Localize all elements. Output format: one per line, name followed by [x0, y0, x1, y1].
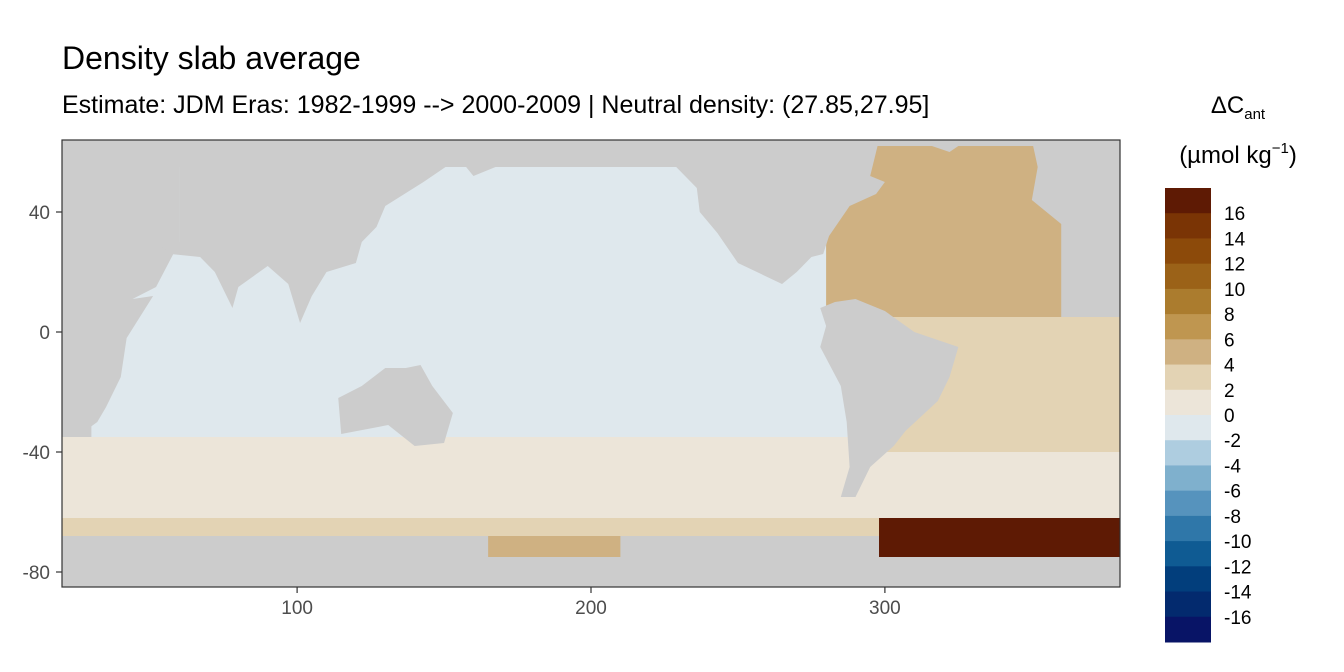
legend-label: 16 [1224, 204, 1245, 225]
legend-label: 0 [1224, 406, 1235, 427]
legend-bin [1165, 566, 1211, 593]
y-tick-label: 0 [39, 323, 50, 344]
legend-label: 6 [1224, 330, 1235, 351]
legend-label: -16 [1224, 608, 1251, 629]
x-tick-label: 100 [281, 598, 313, 619]
legend-bin [1165, 238, 1211, 265]
data-field [62, 146, 1120, 587]
legend-unit-suffix: ) [1289, 142, 1297, 169]
legend-bins [1165, 188, 1211, 643]
x-tick-label: 300 [869, 598, 901, 619]
legend-title-subscript: ant [1244, 106, 1266, 123]
legend-bin [1165, 364, 1211, 391]
legend-unit-prefix: (µmol kg [1179, 142, 1272, 169]
legend-bin [1165, 616, 1211, 643]
legend-bin [1165, 515, 1211, 542]
legend-bin [1165, 389, 1211, 416]
land-antarctica [62, 557, 1120, 587]
land-asia [156, 140, 562, 323]
y-tick-label: -40 [23, 443, 50, 464]
legend-bin [1165, 314, 1211, 340]
legend-bin [1165, 339, 1211, 366]
land-north-america [561, 140, 885, 284]
legend-label: -4 [1224, 456, 1241, 477]
legend-label: -6 [1224, 482, 1241, 503]
legend-bin [1165, 440, 1211, 466]
legend-label: 12 [1224, 255, 1245, 276]
legend-label: -12 [1224, 557, 1251, 578]
legend-label: -10 [1224, 532, 1251, 553]
region-antarctic-margin [62, 518, 880, 536]
y-tick-label: 40 [29, 203, 50, 224]
land-australia [338, 365, 453, 446]
legend-unit-exponent: −1 [1272, 140, 1289, 157]
legend-label: 8 [1224, 305, 1235, 326]
legend-label: -14 [1224, 583, 1252, 604]
legend-bin [1165, 288, 1211, 315]
legend-label: 14 [1224, 229, 1246, 250]
legend-bin [1165, 188, 1211, 214]
legend-label: 4 [1224, 356, 1235, 377]
legend-bin [1165, 591, 1211, 618]
legend-bin [1165, 541, 1211, 567]
legend-label: 10 [1224, 280, 1245, 301]
y-tick-label: -80 [23, 563, 50, 584]
chart-subtitle: Estimate: JDM Eras: 1982-1999 --> 2000-2… [62, 91, 930, 119]
legend-bin [1165, 465, 1211, 492]
region-weddell-sea [879, 518, 1120, 563]
land-africa [62, 140, 180, 437]
legend-label: -8 [1224, 507, 1241, 528]
legend-bin [1165, 263, 1211, 290]
legend-labels: 16 14 12 10 8 6 4 2 0 -2 -4 -6 -8 -10 -12 -14 -16 [1224, 204, 1252, 629]
legend-unit: (µmol kg−1) [1179, 140, 1297, 169]
legend-bin [1165, 415, 1211, 441]
land-south-america [820, 299, 959, 497]
legend-label: 2 [1224, 381, 1235, 402]
legend-title-main: ΔC [1211, 92, 1244, 119]
land-mask [62, 140, 1120, 497]
legend-bin [1165, 213, 1211, 239]
legend-title: ΔCant [1211, 92, 1266, 123]
land-europe [1031, 140, 1120, 224]
legend-label: -2 [1224, 431, 1241, 452]
chart-title: Density slab average [62, 40, 361, 76]
legend-bin [1165, 490, 1211, 517]
x-tick-label: 200 [575, 598, 607, 619]
land-greenland [914, 140, 968, 152]
